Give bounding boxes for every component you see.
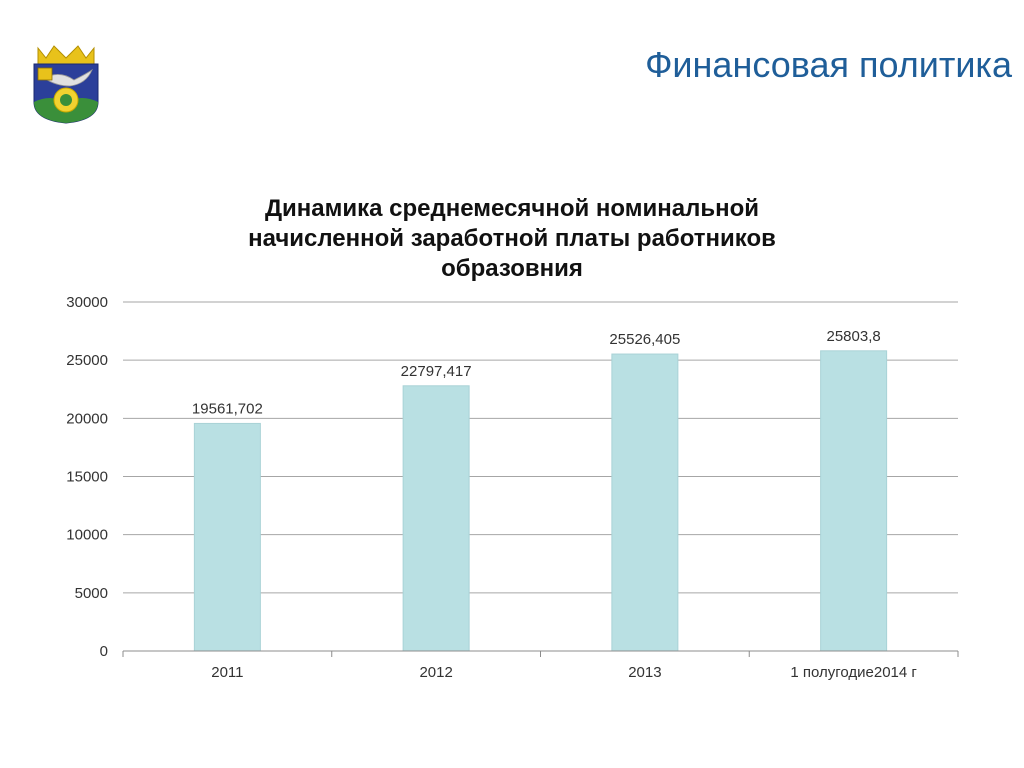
data-label: 19561,702 xyxy=(192,400,263,417)
slide-title: Финансовая политика xyxy=(645,44,1012,85)
y-tick-label: 15000 xyxy=(66,469,108,486)
data-label: 25803,8 xyxy=(827,328,881,345)
sun-core xyxy=(60,94,72,106)
bars xyxy=(193,350,888,652)
y-tick-label: 20000 xyxy=(66,410,108,427)
emblem-box xyxy=(37,67,53,81)
x-category-label: 2013 xyxy=(628,664,661,681)
bird-shape xyxy=(43,68,93,87)
data-label: 22797,417 xyxy=(401,363,472,380)
chart-title: Динамика среднемесячной номинальной начи… xyxy=(200,194,824,284)
chart-title-line-2: начисленной заработной платы работников xyxy=(248,225,776,252)
y-tick-label: 5000 xyxy=(75,585,108,602)
x-category-label: 1 полугодие2014 г xyxy=(790,664,917,681)
bar-4 xyxy=(820,350,888,652)
x-category-label: 2012 xyxy=(419,664,452,681)
bar-1 xyxy=(193,422,261,652)
coat-of-arms-icon xyxy=(33,45,99,124)
y-axis-tick-labels: 0 5000 10000 15000 20000 25000 30000 xyxy=(66,294,108,660)
y-tick-label: 25000 xyxy=(66,352,108,369)
x-axis-category-labels: 2011 2012 2013 1 полугодие2014 г xyxy=(211,664,917,681)
data-label: 25526,405 xyxy=(609,331,680,348)
y-tick-label: 0 xyxy=(100,643,108,660)
data-labels: 19561,702 22797,417 25526,405 25803,8 xyxy=(192,328,881,418)
y-tick-label: 10000 xyxy=(66,527,108,544)
chart-title-line-3: образовния xyxy=(441,255,583,282)
bar-3 xyxy=(611,353,679,652)
y-tick-label: 30000 xyxy=(66,294,108,311)
bar-2 xyxy=(402,385,470,652)
gridlines xyxy=(123,301,958,594)
chart-title-line-1: Динамика среднемесячной номинальной xyxy=(264,195,760,222)
x-axis xyxy=(122,650,959,657)
x-category-label: 2011 xyxy=(211,664,243,681)
